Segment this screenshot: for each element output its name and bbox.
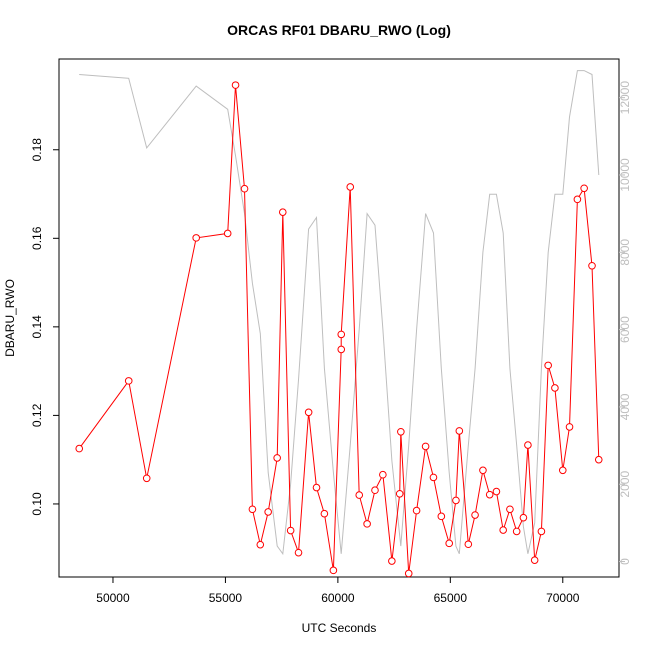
chart-title: ORCAS RF01 DBARU_RWO (Log) [227,22,451,38]
data-point [404,569,413,578]
data-point [248,505,257,514]
data-point [379,470,387,479]
data-point [506,505,514,514]
data-point [558,466,567,475]
y-tick-label: 0.14 [30,315,44,339]
data-point [337,330,346,339]
y2-tick-label: 2000 [618,471,632,498]
x-tick-label: 65000 [434,591,468,605]
y2-tick-label: 12000 [618,81,632,115]
data-point [544,361,552,370]
data-point [519,513,528,522]
data-point [371,486,379,495]
y-axis-label: DBARU_RWO [3,279,17,357]
data-point [537,527,546,536]
data-point [397,427,405,436]
data-point [429,473,438,482]
data-point [75,444,84,453]
data-point [551,384,559,392]
y-tick-label: 0.18 [30,138,44,162]
y-tick-label: 0.16 [30,226,44,250]
data-point [588,261,596,270]
data-point [256,540,265,549]
plot-frame [58,58,620,578]
data-point [363,520,371,528]
y2-tick-label: 10000 [618,158,632,192]
data-point [421,442,430,451]
y2-tick-label: 8000 [618,239,632,266]
data-point [192,234,200,242]
y-tick-label: 0.12 [30,403,44,427]
data-point [240,184,249,193]
x-axis-label: UTC Seconds [302,621,377,635]
data-point [395,489,404,498]
data-point [471,511,479,519]
x-tick-label: 60000 [321,591,355,605]
data-point [142,474,151,483]
data-point [278,208,287,216]
data-point [580,184,588,193]
data-point [573,195,582,204]
x-tick-label: 70000 [546,591,580,605]
data-point [445,539,454,548]
data-point [312,483,321,492]
x-tick-label: 50000 [96,591,130,605]
data-point [530,556,539,564]
y2-tick-label: 0 [618,558,632,565]
secondary-series-line [79,70,600,556]
dbaru-rwo-series-line [78,85,600,574]
data-point [264,508,272,516]
secondary-y-axis: 0 2000 4000 6000 8000 10000 12000 [618,81,632,565]
data-point [565,423,574,431]
data-point [464,540,473,549]
data-point [329,566,338,575]
data-point [412,506,421,515]
data-point [452,496,460,505]
data-point [388,557,396,565]
data-point [124,377,133,385]
x-axis: 50000 55000 60000 65000 70000 [96,577,580,605]
data-point [223,229,232,238]
data-point [479,466,487,475]
y-axis: 0.10 0.12 0.14 0.16 0.18 [30,138,59,516]
data-point [594,455,603,464]
data-point [294,548,303,557]
data-point [512,527,521,536]
data-point [524,441,532,449]
data-point [455,427,464,435]
data-point [231,81,240,89]
data-point [337,345,346,354]
y2-tick-label: 6000 [618,316,632,343]
data-point [304,408,313,417]
y-tick-label: 0.10 [30,492,44,516]
data-point [499,526,507,534]
data-point [355,491,364,499]
y2-tick-label: 4000 [618,393,632,420]
data-point [346,183,355,191]
data-point [320,509,329,518]
x-tick-label: 55000 [209,591,243,605]
data-point [286,526,295,535]
data-point [492,487,501,496]
data-point [437,512,446,521]
data-point [273,454,281,462]
series-layer [75,70,603,578]
data-point [485,490,494,499]
